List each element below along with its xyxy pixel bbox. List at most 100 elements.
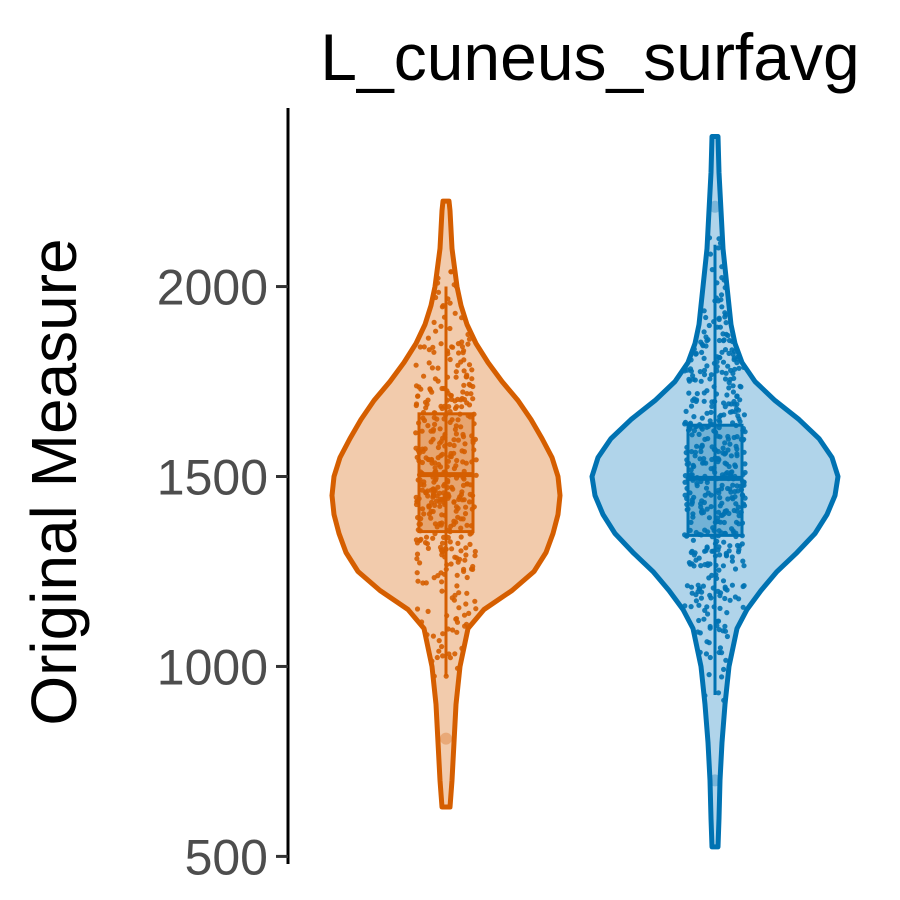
jitter-point [473, 457, 479, 463]
jitter-point [725, 485, 731, 492]
jitter-point [712, 553, 719, 559]
jitter-point [715, 456, 721, 462]
jitter-point [728, 367, 734, 373]
jitter-point [735, 504, 741, 510]
jitter-point [683, 533, 690, 539]
jitter-point [413, 501, 420, 508]
jitter-point [445, 458, 451, 464]
jitter-point [718, 590, 724, 596]
jitter-point [431, 319, 437, 325]
jitter-point [734, 360, 740, 366]
jitter-point [445, 477, 451, 484]
jitter-point [692, 449, 699, 455]
jitter-point [733, 533, 739, 540]
jitter-point [417, 344, 423, 350]
jitter-point [415, 448, 421, 454]
jitter-point [715, 433, 721, 439]
jitter-point [737, 383, 743, 389]
jitter-point [458, 424, 464, 430]
jitter-point [420, 506, 426, 512]
jitter-point [437, 503, 443, 509]
jitter-point [682, 479, 688, 485]
jitter-point [466, 336, 473, 342]
jitter-point [416, 458, 422, 464]
jitter-point [439, 579, 445, 585]
jitter-point [710, 525, 716, 531]
jitter-point [464, 522, 470, 528]
jitter-point [435, 289, 442, 295]
jitter-point [463, 552, 469, 558]
jitter-point [442, 501, 448, 508]
jitter-point [684, 457, 690, 463]
jitter-point [694, 391, 700, 397]
jitter-point [708, 409, 714, 415]
jitter-point [708, 466, 714, 472]
jitter-point [444, 388, 450, 394]
jitter-point [741, 563, 747, 569]
jitter-point [709, 403, 715, 409]
jitter-point [441, 490, 447, 496]
jitter-point [688, 403, 695, 409]
jitter-point [432, 531, 438, 537]
jitter-point [464, 481, 470, 487]
jitter-point [719, 275, 725, 281]
jitter-point [421, 511, 427, 517]
jitter-point [689, 449, 695, 455]
jitter-point [466, 499, 473, 505]
jitter-point [416, 420, 422, 426]
jitter-point [731, 355, 737, 361]
jitter-point [441, 483, 447, 489]
outlier-point [709, 200, 721, 213]
jitter-point [430, 344, 436, 350]
jitter-point [714, 359, 720, 365]
jitter-point [716, 509, 722, 515]
jitter-point [446, 404, 452, 410]
jitter-point [459, 645, 465, 652]
jitter-point [459, 344, 465, 350]
jitter-point [447, 409, 453, 415]
jitter-point [719, 304, 725, 310]
jitter-point [684, 583, 691, 589]
jitter-point [448, 561, 454, 567]
jitter-point [421, 373, 427, 379]
jitter-point [431, 349, 437, 355]
violin-group [329, 198, 563, 810]
jitter-point [726, 510, 732, 517]
jitter-point [465, 341, 471, 347]
jitter-point [722, 314, 728, 320]
jitter-point [727, 409, 734, 415]
jitter-point [435, 280, 441, 286]
jitter-point [439, 496, 445, 502]
jitter-point [430, 428, 436, 434]
jitter-point [418, 516, 424, 522]
jitter-point [447, 529, 453, 535]
jitter-point [723, 370, 729, 376]
jitter-point [734, 406, 740, 412]
jitter-point [717, 355, 723, 361]
jitter-point [690, 537, 697, 543]
jitter-point [421, 417, 428, 424]
jitter-point [459, 315, 465, 321]
jitter-point [462, 557, 468, 563]
jitter-point [420, 448, 426, 454]
jitter-point [690, 462, 696, 468]
jitter-point [461, 476, 467, 482]
jitter-point [740, 428, 746, 434]
jitter-point [452, 651, 458, 657]
jitter-point [430, 436, 436, 442]
jitter-point [424, 541, 430, 547]
jitter-point [431, 575, 437, 581]
jitter-point [729, 558, 736, 564]
jitter-point [464, 391, 470, 397]
jitter-point [716, 236, 722, 242]
jitter-point [741, 583, 747, 589]
jitter-point [451, 597, 457, 603]
jitter-point [740, 471, 746, 477]
jitter-point [729, 582, 736, 588]
jitter-point [705, 529, 711, 535]
jitter-point [442, 443, 448, 449]
jitter-point [717, 645, 724, 651]
jitter-point [708, 372, 715, 378]
jitter-point [699, 507, 705, 513]
outlier-point [709, 774, 721, 787]
